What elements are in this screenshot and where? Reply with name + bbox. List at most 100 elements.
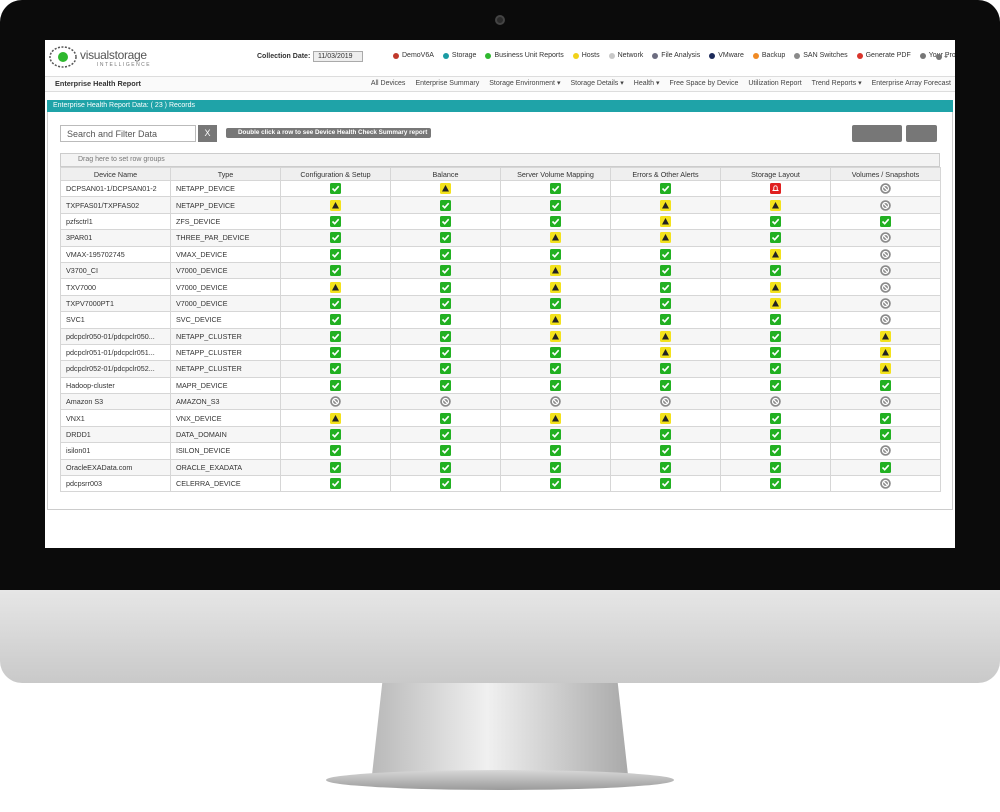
status-cell [390,196,501,214]
status-cell [280,212,391,231]
status-cell [500,229,611,247]
status-cell [720,278,831,296]
status-icon [440,248,451,260]
nav-item[interactable]: VMware [709,52,744,59]
data-row[interactable]: pdcpclr052-01/pdcpclr052... NETAPP_CLUSTE… [60,360,941,378]
data-row[interactable]: TXV7000 V7000_DEVICE [60,278,941,296]
sub-nav-item[interactable]: Enterprise Summary [415,79,480,87]
status-icon [330,379,341,391]
column-header[interactable]: Configuration & Setup [280,167,391,181]
status-cell [280,442,391,460]
status-cell [720,360,831,378]
status-icon [660,347,671,359]
nav-item[interactable]: Generate PDF [856,52,911,59]
status-cell [610,376,721,395]
nav-icon [794,52,801,59]
device-name: pzfsctrl1 [60,212,171,231]
status-icon [440,215,451,227]
nav-item[interactable]: Backup [752,52,785,59]
nav-item[interactable]: Your Profile [919,52,955,59]
data-row[interactable]: pdcpsrr003 CELERRA_DEVICE [60,475,941,493]
device-name: OracleEXAData.com [60,458,171,477]
sub-nav-item[interactable]: Trend Reports ▾ [811,80,862,87]
nav-item[interactable]: SAN Switches [794,52,848,59]
status-cell [280,409,391,427]
data-row[interactable]: isilon01 ISILON_DEVICE [60,442,941,460]
data-row[interactable]: V3700_CI V7000_DEVICE [60,261,941,280]
status-cell [390,409,501,427]
nav-label: Storage [451,52,477,59]
column-header[interactable]: Storage Layout [720,167,831,181]
status-icon [440,396,451,408]
device-name: V3700_CI [60,261,171,280]
status-icon [330,199,341,211]
status-cell [500,294,611,313]
status-icon [440,330,451,342]
status-icon [550,215,561,227]
column-header[interactable]: Server Volume Mapping [500,167,611,181]
sub-nav-item[interactable]: Storage Environment ▾ [489,80,561,87]
sub-nav-item[interactable]: All Devices [370,79,406,87]
sub-nav-item[interactable]: Enterprise Array Forecast [871,79,951,87]
status-cell [390,261,501,280]
data-row[interactable]: pdcpclr051-01/pdcpclr051... NETAPP_CLUSTE… [60,343,941,362]
status-icon [550,314,561,326]
status-cell [500,458,611,477]
data-row[interactable]: pzfsctrl1 ZFS_DEVICE [60,212,941,231]
data-row[interactable]: DCPSAN01-1/DCPSAN01-2 NETAPP_DEVICE [60,179,941,198]
data-row[interactable]: Amazon S3 AMAZON_S3 [60,393,941,411]
column-header[interactable]: Volumes / Snapshots [830,167,941,181]
nav-item[interactable]: DemoV6A [393,52,434,59]
status-cell [610,229,721,247]
status-icon [880,478,891,490]
status-cell [830,425,941,444]
sub-nav-item[interactable]: Health ▾ [633,80,660,87]
data-row[interactable]: DRDD1 DATA_DOMAIN [60,425,941,444]
sub-nav-item[interactable]: Utilization Report [748,79,802,87]
status-cell [720,458,831,477]
search-input[interactable]: Search and Filter Data [60,125,196,142]
nav-item[interactable]: File Analysis [652,52,700,59]
device-name: VMAX-195702745 [60,245,171,263]
column-header[interactable]: Balance [390,167,501,181]
logo-globe [49,46,77,68]
clear-button[interactable]: X [198,125,217,142]
nav-item[interactable]: Network [608,52,644,59]
nav-icon [442,52,449,59]
panel-header[interactable]: Enterprise Health Report Data: ( 23 ) Re… [47,100,953,112]
nav-item[interactable]: Business Unit Reports [485,52,564,59]
data-row[interactable]: SVC1 SVC_DEVICE [60,311,941,329]
nav-icon [608,52,615,59]
status-cell [830,278,941,296]
data-row[interactable]: 3PAR01 THREE_PAR_DEVICE [60,229,941,247]
data-row[interactable]: TXPFAS01/TXPFAS02 NETAPP_DEVICE [60,196,941,214]
column-header[interactable]: Device Name [60,167,171,181]
status-cell [390,245,501,263]
sub-nav-item[interactable]: Storage Details ▾ [570,80,624,87]
column-header[interactable]: Errors & Other Alerts [610,167,721,181]
collection-date-select[interactable]: 11/03/2019 [313,51,363,62]
device-name: TXPV7000PT1 [60,294,171,313]
data-row[interactable]: VMAX-195702745 VMAX_DEVICE [60,245,941,263]
data-row[interactable]: OracleEXAData.com ORACLE_EXADATA [60,458,941,477]
toolbar-buttons[interactable] [852,125,902,142]
status-icon [770,461,781,473]
sub-nav-item[interactable]: Free Space by Device [669,79,739,87]
data-row[interactable]: Hadoop-cluster MAPR_DEVICE [60,376,941,395]
status-cell [390,278,501,296]
nav-label: Network [617,52,644,59]
status-icon [880,363,891,375]
device-name: VNX1 [60,409,171,427]
status-cell [830,245,941,263]
nav-item[interactable]: Storage [442,52,477,59]
settings-gear[interactable] [935,53,949,61]
tools-button[interactable] [906,125,937,142]
data-row[interactable]: VNX1 VNX_DEVICE [60,409,941,427]
data-row[interactable]: pdcpclr050-01/pdcpclr050... NETAPP_CLUSTE… [60,327,941,345]
status-icon [770,429,781,441]
status-icon [770,281,781,293]
data-row[interactable]: TXPV7000PT1 V7000_DEVICE [60,294,941,313]
nav-item[interactable]: Hosts [572,52,600,59]
column-header[interactable]: Type [170,167,281,181]
header-row: Device Name Type Configuration & Setup Bala… [60,167,941,181]
